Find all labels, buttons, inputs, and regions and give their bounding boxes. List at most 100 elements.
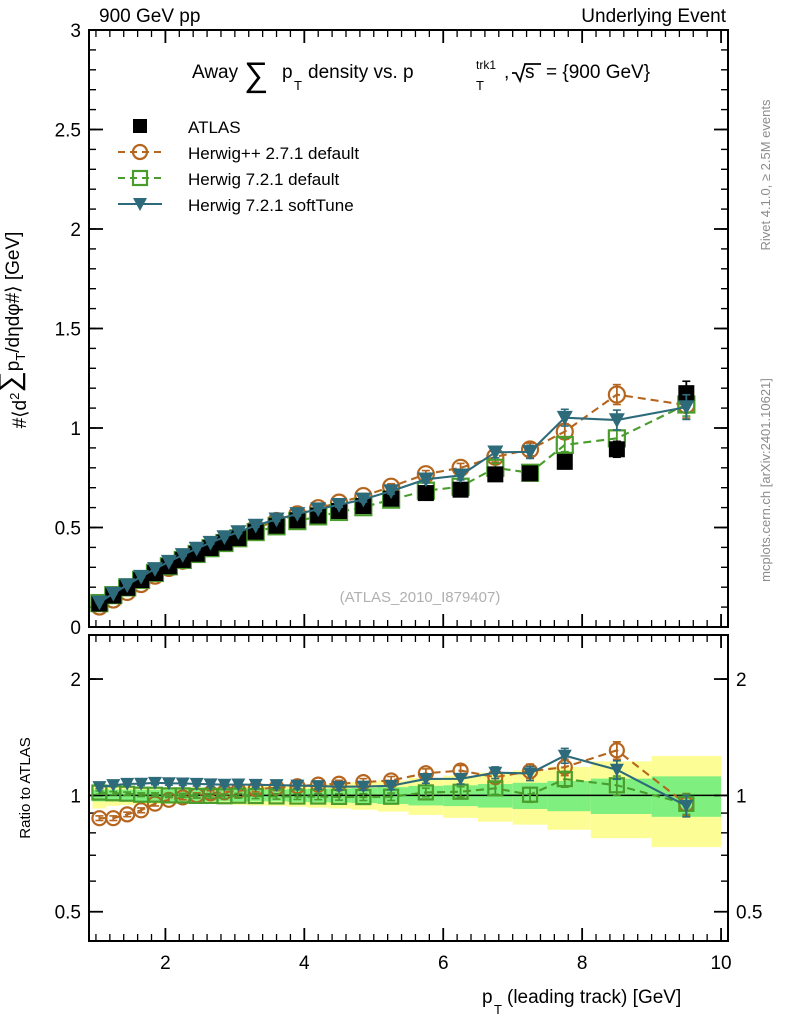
marker-filled-triangle-down: [452, 468, 469, 484]
main-y-ticks: [89, 29, 728, 628]
marker-filled-triangle-down: [203, 778, 218, 792]
marker-filled-triangle-down: [133, 569, 150, 585]
marker-filled-triangle-down: [487, 445, 504, 461]
marker-filled-square: [133, 119, 147, 133]
legend-label-0: ATLAS: [188, 118, 241, 137]
y-tick-label: 2: [70, 670, 81, 691]
marker-open-circle: [131, 143, 149, 161]
y-tick-label: 1: [70, 419, 81, 440]
marker-filled-triangle-down: [174, 548, 191, 563]
title-p: p: [282, 62, 293, 83]
marker-filled-square: [487, 466, 504, 483]
marker-filled-triangle-down: [133, 198, 147, 211]
x-tick-label: 6: [438, 953, 449, 974]
marker-filled-triangle-down: [230, 525, 247, 541]
main-panel-frame: [88, 29, 729, 628]
header-left: 900 GeV pp: [99, 6, 200, 27]
marker-open-circle: [608, 742, 625, 759]
marker-filled-triangle-down: [522, 445, 539, 460]
title-p-subscript: T: [294, 78, 302, 93]
marker-filled-triangle-down: [523, 767, 538, 781]
ratio-axis-label-text: Ratio to ATLAS: [17, 737, 34, 838]
y-tick-label: 0.5: [55, 903, 81, 924]
marker-filled-triangle-down: [247, 518, 264, 534]
marker-open-circle: [607, 385, 626, 404]
marker-filled-triangle-down: [418, 772, 433, 786]
marker-filled-triangle-down: [383, 484, 400, 500]
marker-open-square: [556, 770, 573, 788]
legend-label-1: Herwig++ 2.7.1 default: [188, 144, 359, 163]
legend-item-3[interactable]: [118, 198, 162, 211]
marker-filled-triangle-down: [146, 562, 163, 577]
x-label-rest: (leading track) [GeV]: [507, 987, 681, 1008]
marker-filled-triangle-down: [331, 498, 348, 513]
y-axis-label-main: #⟨d2∑pT/dηdφ#⟩ [GeV]: [0, 232, 31, 429]
side-label-top: Rivet 4.1.0, ≥ 2.5M events: [758, 99, 773, 250]
side-label-top-text: Rivet 4.1.0, ≥ 2.5M events: [758, 99, 773, 250]
marker-filled-triangle-down: [161, 777, 176, 791]
marker-filled-triangle-down: [92, 781, 107, 795]
marker-filled-triangle-down: [268, 512, 285, 528]
title-sqrt-s: s: [525, 62, 535, 83]
legend-label-3: Herwig 7.2.1 softTune: [188, 196, 354, 215]
y-tick-label: 3: [70, 21, 81, 42]
marker-filled-triangle-down: [384, 779, 399, 793]
marker-filled-triangle-down: [355, 492, 372, 508]
ratio-panel-frame: [88, 634, 729, 942]
legend-item-1[interactable]: [118, 143, 162, 161]
y-tick-label: 2.5: [55, 121, 81, 142]
title-equals: = {900 GeV}: [546, 62, 650, 83]
title-comma: ,: [504, 62, 509, 83]
marker-filled-triangle-down: [248, 778, 263, 792]
marker-filled-triangle-down: [310, 502, 327, 518]
marker-filled-triangle-down: [290, 779, 305, 793]
marker-filled-triangle-down: [147, 776, 162, 790]
band-segment-inner: [590, 778, 652, 815]
watermark: (ATLAS_2010_I879407): [340, 589, 501, 606]
y-tick-label: 1: [70, 786, 81, 807]
marker-filled-triangle-down: [188, 541, 205, 557]
marker-filled-triangle-down: [356, 780, 371, 794]
x-label-p: p: [482, 987, 493, 1008]
y-tick-label: 0.5: [55, 519, 81, 540]
marker-filled-triangle-down: [105, 586, 122, 602]
marker-filled-triangle-down: [557, 749, 572, 763]
marker-filled-triangle-down: [556, 410, 573, 426]
y-axis-label-ratio: Ratio to ATLAS: [17, 737, 34, 838]
marker-filled-square: [608, 441, 625, 458]
marker-filled-triangle-down: [175, 777, 190, 791]
marker-filled-triangle-down: [120, 777, 135, 791]
y-tick-label: 0: [70, 618, 81, 639]
legend-item-2[interactable]: [118, 169, 162, 187]
marker-filled-triangle-down: [189, 777, 204, 791]
y-tick-label: 2: [70, 220, 81, 241]
legend-item-0[interactable]: [133, 119, 147, 133]
y-tick-label-right: 1: [736, 786, 747, 807]
x-tick-label: 10: [710, 953, 731, 974]
title-trk1-superscript: trk1: [476, 58, 496, 72]
title-sum-symbol: ∑: [244, 56, 268, 94]
header-right: Underlying Event: [581, 6, 726, 27]
marker-filled-triangle-down: [609, 763, 624, 777]
sqrt-symbol: [512, 63, 541, 84]
marker-open-square: [555, 435, 574, 455]
marker-open-square: [487, 780, 504, 797]
x-ticks: [95, 30, 722, 941]
marker-filled-square: [452, 481, 469, 498]
x-tick-label: 2: [160, 953, 171, 974]
series-ATLAS: [91, 380, 695, 612]
x-tick-label: 8: [577, 953, 588, 974]
title-away: Away: [192, 62, 239, 83]
side-label-bottom: mcplots.cern.ch [arXiv:2401.10621]: [758, 378, 773, 582]
x-tick-label: 4: [299, 953, 310, 974]
title-density: density vs. p: [308, 62, 414, 83]
marker-filled-square: [678, 385, 695, 402]
legend-label-2: Herwig 7.2.1 default: [188, 170, 339, 189]
series-ratio-Herwig 7.2.1 softTune: [92, 747, 694, 818]
marker-filled-triangle-down: [332, 780, 347, 794]
marker-filled-triangle-down: [311, 780, 326, 794]
x-label-subscript: T: [494, 1002, 502, 1017]
marker-filled-triangle-down: [269, 779, 284, 793]
